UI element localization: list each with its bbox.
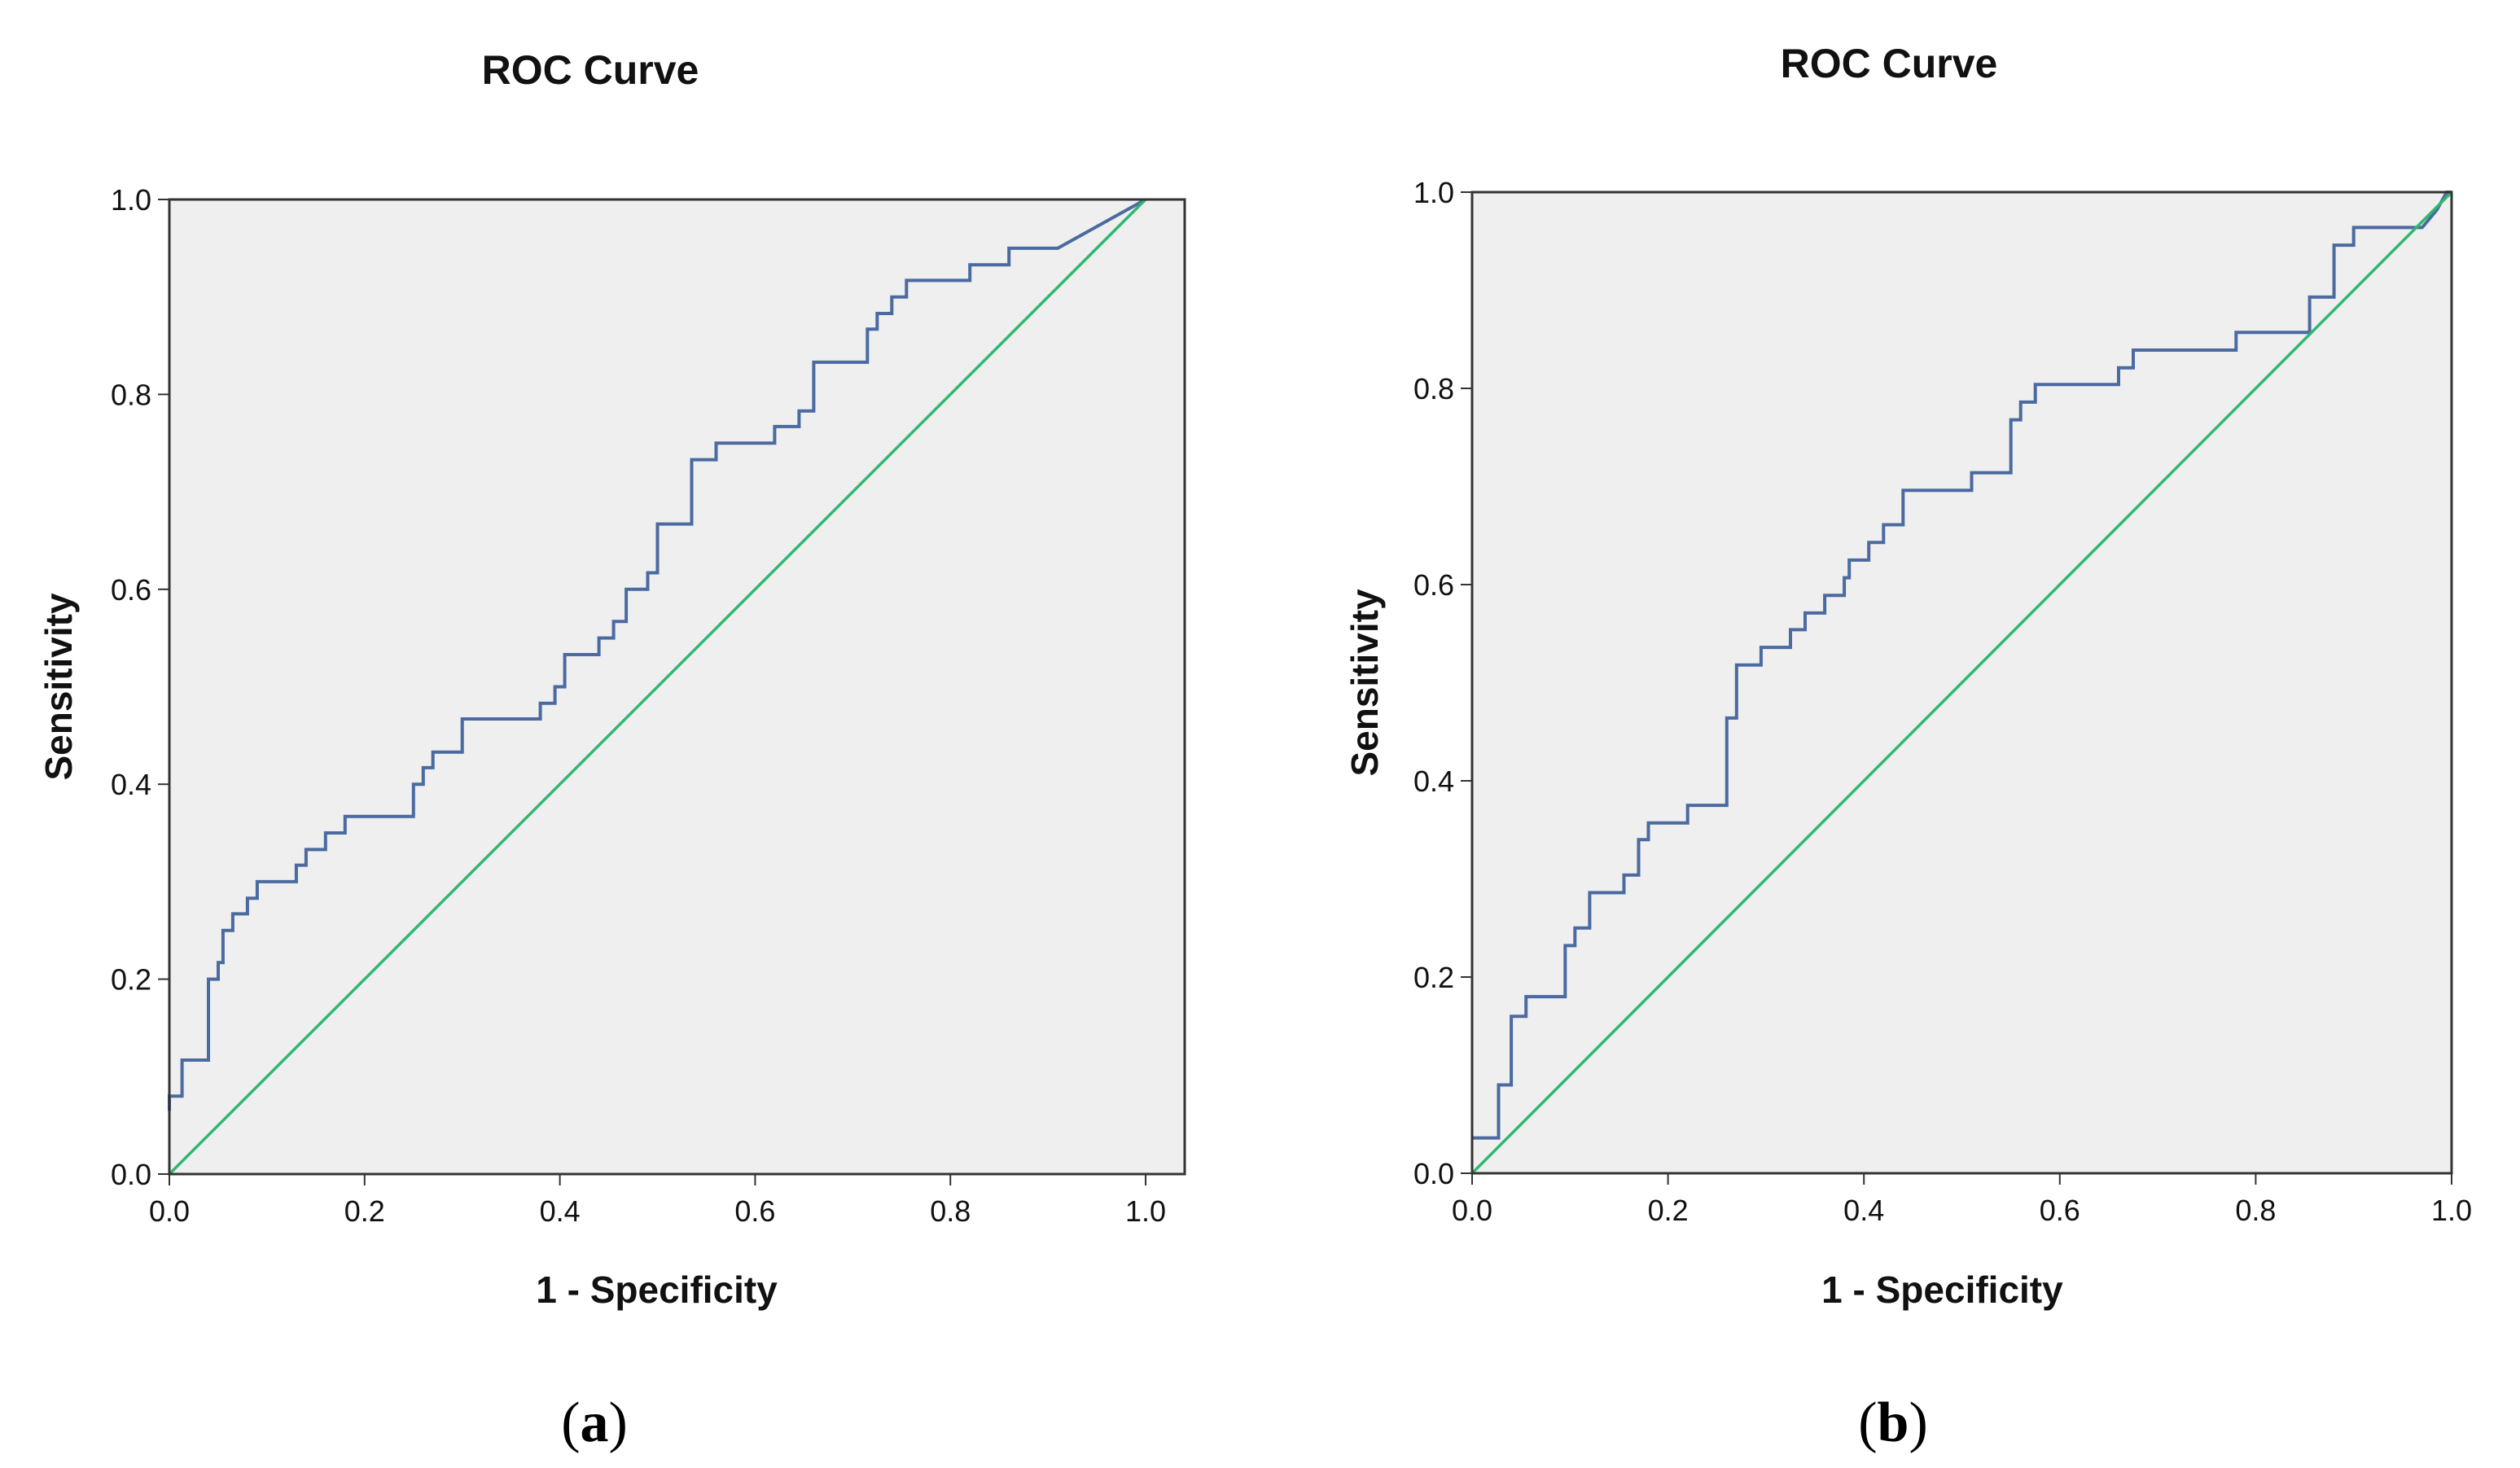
panel-b-x-tick-label: 0.2	[1648, 1194, 1689, 1227]
panel-a-roc-curve-line	[168, 198, 1146, 1111]
panel-a-x-tick-label: 0.2	[344, 1194, 385, 1228]
panel-b-chart-title: ROC Curve	[1781, 41, 1998, 86]
panel-a-x-tick-label: 0.8	[930, 1194, 971, 1228]
panel-b-x-tick-label: 0.0	[1452, 1194, 1492, 1227]
panel-a-plot-frame	[168, 198, 1186, 1176]
panel-a-x-tick-label: 0.4	[540, 1194, 581, 1228]
panel-b-x-tick-label: 0.8	[2235, 1194, 2276, 1227]
panel-b-y-tick-label: 0.4	[1413, 765, 1454, 798]
panel-b-y-tick-label: 1.0	[1413, 176, 1454, 209]
panel-b-reference-line	[1470, 191, 2453, 1175]
panel-b-y-tick-label: 0.2	[1413, 961, 1454, 994]
panel-a-y-tick-label: 0.4	[111, 768, 151, 801]
panel-a-y-axis-label: Sensitivity	[37, 593, 80, 781]
panel-a-panel-label: (a)	[561, 1391, 628, 1454]
panel-a-reference-line	[168, 198, 1147, 1176]
panel-a-x-axis-label: 1 - Specificity	[536, 1269, 778, 1311]
panel-a-y-tick-label: 0.8	[111, 378, 151, 411]
panel-b-x-tick-label: 0.6	[2040, 1194, 2080, 1227]
panel-a-x-tick-label: 0.0	[149, 1194, 190, 1228]
panel-b-panel-label: (b)	[1858, 1391, 1928, 1454]
panel-b-roc-curve-line	[1472, 191, 2452, 1140]
panel-a-panel-letter: a	[581, 1391, 609, 1454]
panel-a-y-tick-label: 0.2	[111, 963, 151, 997]
panel-b-y-tick-label: 0.6	[1413, 568, 1454, 602]
panel-a-chart-title: ROC Curve	[482, 47, 699, 93]
panel-b-y-tick-label: 0.0	[1413, 1157, 1454, 1190]
panel-b-x-axis-label: 1 - Specificity	[1821, 1269, 2063, 1311]
panel-b-y-axis-label: Sensitivity	[1343, 589, 1386, 777]
panel-a-y-tick-label: 1.0	[111, 183, 151, 217]
panel-a-plot-area	[169, 199, 1185, 1174]
panel-a-chart: ROC Curve 0.0 0.2 0.4 0.6 0.8 1.0 0.0 0.2 0.4 0.6 0…	[37, 47, 1186, 1454]
panel-b-y-tick-label: 0.8	[1413, 372, 1454, 405]
panel-b-x-tick-label: 1.0	[2431, 1194, 2472, 1227]
panel-a-y-tick-label: 0.6	[111, 573, 151, 607]
panel-b-panel-letter: b	[1878, 1391, 1909, 1454]
panel-b-chart: ROC Curve 0.0 0.2 0.4 0.6 0.8 1.0 0.0 0.2 0.4 0.6 0…	[1343, 41, 2472, 1454]
panel-a-x-tick-label: 1.0	[1125, 1194, 1166, 1228]
panel-a-y-tick-label: 0.0	[111, 1158, 151, 1191]
panel-b-plot-frame	[1470, 191, 2453, 1175]
panel-b-x-tick-label: 0.4	[1843, 1194, 1884, 1227]
panel-a-x-tick-label: 0.6	[734, 1194, 775, 1228]
